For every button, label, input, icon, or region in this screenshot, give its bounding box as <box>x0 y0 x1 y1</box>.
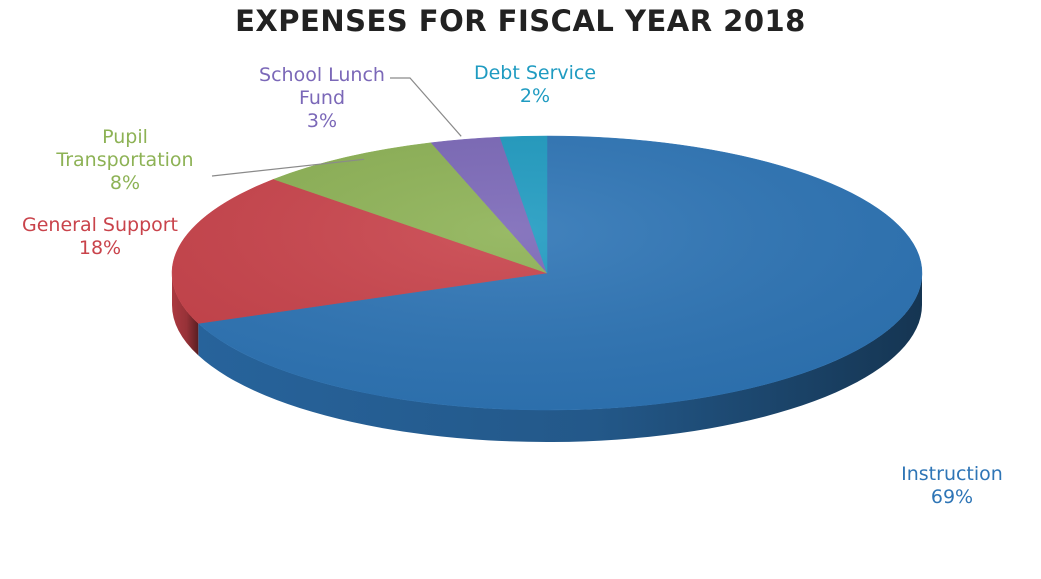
slice-percent: 18% <box>78 236 122 259</box>
leader-line-school-lunch-fund <box>390 77 462 137</box>
slice-label-pupil-transportation: Pupil Transportation 8% <box>40 126 210 194</box>
slice-name: Instruction <box>901 463 1003 485</box>
slice-name: General Support <box>21 214 179 236</box>
slice-label-general-support: General Support 18% <box>0 214 200 260</box>
slice-percent: 8% <box>109 171 141 194</box>
slice-label-instruction: Instruction 69% <box>872 463 1032 509</box>
leader-line-pupil-transportation <box>211 158 365 177</box>
slice-name: Transportation <box>56 148 194 171</box>
slice-side-general-support <box>172 273 199 356</box>
chart-title: EXPENSES FOR FISCAL YEAR 2018 <box>235 4 806 38</box>
slice-name: Debt Service <box>473 62 597 84</box>
slice-name: Fund <box>298 86 346 109</box>
slice-percent: 69% <box>930 485 974 508</box>
slice-percent: 2% <box>519 84 551 107</box>
slice-label-school-lunch-fund: School Lunch Fund 3% <box>232 64 412 132</box>
pie-top-sheen <box>172 136 922 410</box>
slice-label-debt-service: Debt Service 2% <box>445 62 625 108</box>
slice-percent: 3% <box>306 109 338 132</box>
slice-side-instruction <box>198 273 923 443</box>
slice-name: School Lunch <box>259 64 385 86</box>
slice-name: Pupil <box>102 126 148 148</box>
